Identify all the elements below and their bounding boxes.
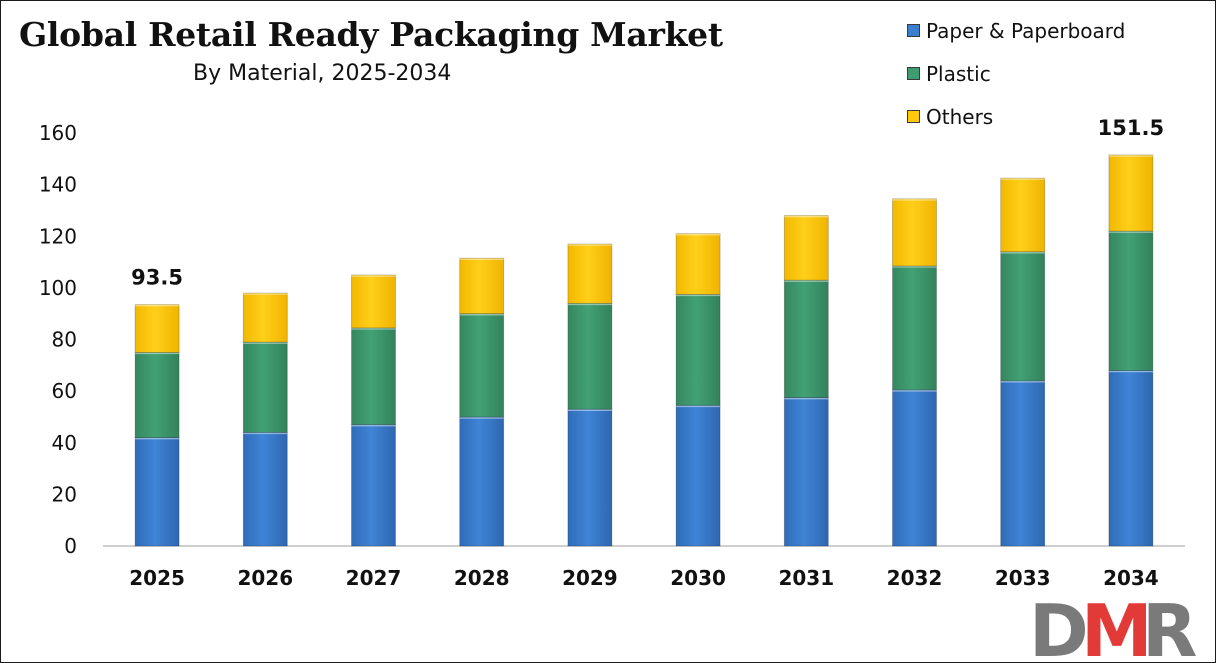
legend-label-plastic: Plastic bbox=[926, 61, 991, 86]
x-tick-label: 2029 bbox=[562, 566, 618, 590]
bar-segment-plastic bbox=[351, 327, 396, 426]
legend-item-plastic: Plastic bbox=[907, 52, 1125, 95]
bar-segment-others bbox=[1108, 154, 1154, 232]
logo-r: R bbox=[1142, 598, 1197, 660]
bar-segment-plastic bbox=[242, 341, 288, 433]
legend-swatch-plastic bbox=[907, 67, 920, 80]
data-label: 151.5 bbox=[1098, 116, 1164, 140]
bar-segment-plastic bbox=[567, 302, 613, 410]
x-tick-label: 2026 bbox=[237, 566, 293, 590]
chart-title: Global Retail Ready Packaging Market bbox=[19, 15, 723, 54]
legend-swatch-paper bbox=[907, 24, 920, 37]
data-label: 93.5 bbox=[131, 266, 183, 290]
y-tick-label: 120 bbox=[39, 224, 77, 248]
x-tick-label: 2025 bbox=[129, 566, 185, 590]
bar-segment-others bbox=[242, 292, 288, 343]
bar-segment-others bbox=[1000, 177, 1046, 253]
bar-segment-plastic bbox=[1000, 251, 1046, 382]
bar-segment-paper bbox=[892, 389, 937, 547]
bar-segment-plastic bbox=[892, 265, 937, 391]
x-tick-label: 2034 bbox=[1103, 566, 1159, 590]
axis-layer: 0 20 40 60 80 100 120 140 160 2025 2026 2027 2028 202… bbox=[39, 121, 1185, 590]
legend: Paper & Paperboard Plastic Others bbox=[907, 9, 1125, 138]
legend-label-paper: Paper & Paperboard bbox=[926, 18, 1126, 43]
y-tick-label: 160 bbox=[39, 121, 77, 145]
x-tick-label: 2030 bbox=[670, 566, 726, 590]
y-tick-label: 40 bbox=[52, 431, 77, 455]
bar-segment-plastic bbox=[1108, 230, 1154, 371]
y-tick-label: 140 bbox=[39, 173, 77, 197]
chart-subtitle: By Material, 2025-2034 bbox=[193, 61, 452, 86]
logo-m: M bbox=[1081, 598, 1153, 660]
bar-segment-paper bbox=[1000, 380, 1046, 547]
logo-d: D bbox=[1029, 598, 1089, 660]
bar-segment-paper bbox=[675, 404, 721, 547]
bar-segment-paper bbox=[783, 397, 829, 547]
x-tick-label: 2028 bbox=[454, 566, 510, 590]
bar-segment-plastic bbox=[783, 279, 829, 398]
bar-segment-others bbox=[783, 215, 829, 281]
y-tick-label: 80 bbox=[52, 328, 77, 352]
legend-swatch-others bbox=[907, 110, 920, 123]
bar-segment-others bbox=[134, 304, 180, 353]
bar-segment-paper bbox=[1108, 370, 1154, 547]
bar-segment-plastic bbox=[675, 293, 721, 406]
label-layer: 93.5 151.5 bbox=[131, 116, 1164, 290]
x-tick-label: 2027 bbox=[346, 566, 402, 590]
y-tick-label: 100 bbox=[39, 276, 77, 300]
x-tick-label: 2033 bbox=[995, 566, 1051, 590]
bar-segment-others bbox=[675, 233, 721, 295]
bar-segment-paper bbox=[459, 416, 505, 547]
bar-segment-paper bbox=[242, 432, 288, 547]
bar-segment-plastic bbox=[134, 352, 180, 438]
bar-segment-others bbox=[567, 243, 613, 304]
y-tick-label: 20 bbox=[52, 482, 77, 506]
x-tick-label: 2032 bbox=[887, 566, 943, 590]
bar-segment-paper bbox=[134, 437, 180, 547]
bar-segment-plastic bbox=[459, 313, 505, 418]
legend-item-paper: Paper & Paperboard bbox=[907, 9, 1125, 52]
legend-item-others: Others bbox=[907, 95, 1125, 138]
bar-segment-paper bbox=[351, 424, 396, 547]
bar-segment-paper bbox=[567, 408, 613, 547]
bar-segment-others bbox=[892, 198, 937, 267]
bar-segment-others bbox=[351, 274, 396, 329]
bar-layer bbox=[134, 154, 1154, 547]
bar-segment-others bbox=[459, 257, 505, 315]
y-tick-label: 60 bbox=[52, 379, 77, 403]
legend-label-others: Others bbox=[926, 104, 994, 129]
x-tick-label: 2031 bbox=[778, 566, 834, 590]
dmr-logo: D M R bbox=[1029, 598, 1197, 660]
y-tick-label: 0 bbox=[64, 534, 77, 558]
